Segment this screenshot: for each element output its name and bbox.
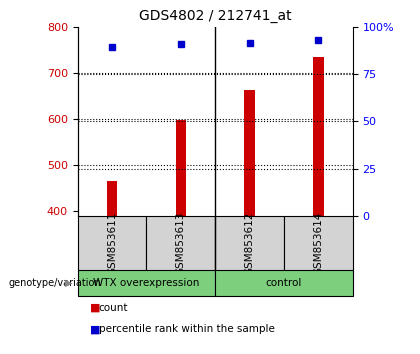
Bar xyxy=(313,57,323,216)
Bar xyxy=(215,216,284,271)
Bar xyxy=(284,216,353,271)
Bar xyxy=(244,90,255,216)
Text: ■: ■ xyxy=(90,324,101,334)
Bar xyxy=(147,216,215,271)
Bar xyxy=(107,181,117,216)
Text: percentile rank within the sample: percentile rank within the sample xyxy=(99,324,275,334)
Bar xyxy=(78,270,215,296)
Text: ▶: ▶ xyxy=(65,278,73,288)
Text: control: control xyxy=(266,278,302,288)
Title: GDS4802 / 212741_at: GDS4802 / 212741_at xyxy=(139,9,291,23)
Bar xyxy=(78,216,147,271)
Text: GSM853611: GSM853611 xyxy=(107,212,117,275)
Text: WTX overexpression: WTX overexpression xyxy=(93,278,200,288)
Bar xyxy=(176,120,186,216)
Bar xyxy=(215,270,353,296)
Text: GSM853614: GSM853614 xyxy=(313,212,323,275)
Text: count: count xyxy=(99,303,128,313)
Text: ■: ■ xyxy=(90,303,101,313)
Text: GSM853613: GSM853613 xyxy=(176,212,186,275)
Text: GSM853612: GSM853612 xyxy=(244,212,255,275)
Text: genotype/variation: genotype/variation xyxy=(8,278,101,288)
